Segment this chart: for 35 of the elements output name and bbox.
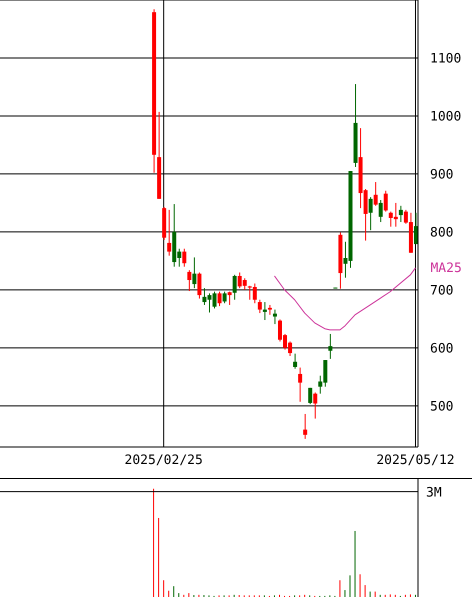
y-tick-label: 1000 [430, 110, 462, 125]
candlestick [222, 291, 227, 304]
candlestick [218, 291, 222, 307]
ref-line-label: 3M [426, 485, 442, 500]
candlestick [378, 200, 383, 223]
candlestick [293, 353, 298, 370]
y-tick-label: 600 [430, 341, 454, 356]
candlestick [313, 392, 318, 420]
x-tick-label: 2025/05/12 [376, 453, 455, 468]
candlestick [308, 387, 312, 405]
candlestick [398, 205, 403, 223]
candlestick [368, 196, 373, 231]
candlestick [328, 333, 332, 360]
x-tick-label: 2025/02/25 [124, 453, 203, 468]
candlestick [298, 367, 302, 402]
candlestick [182, 248, 186, 268]
candlestick [232, 274, 237, 300]
y-tick-label: 900 [430, 168, 454, 183]
y-tick-label: 700 [430, 284, 454, 298]
y-tick-label: 1100 [430, 52, 462, 67]
series-label: MA25 [430, 260, 462, 276]
candlestick [272, 309, 277, 325]
candlestick [258, 299, 262, 314]
candlestick [192, 256, 196, 289]
candlestick [197, 272, 202, 300]
candlestick [262, 302, 267, 321]
candlestick [228, 291, 232, 306]
candlestick [384, 190, 388, 212]
candlestick [187, 270, 192, 292]
candlestick [167, 209, 172, 256]
line-series [274, 267, 416, 330]
y-tick-label: 500 [430, 399, 454, 414]
y-tick-label: 800 [430, 226, 454, 241]
candlestick [303, 413, 308, 440]
candlestick [374, 182, 378, 206]
